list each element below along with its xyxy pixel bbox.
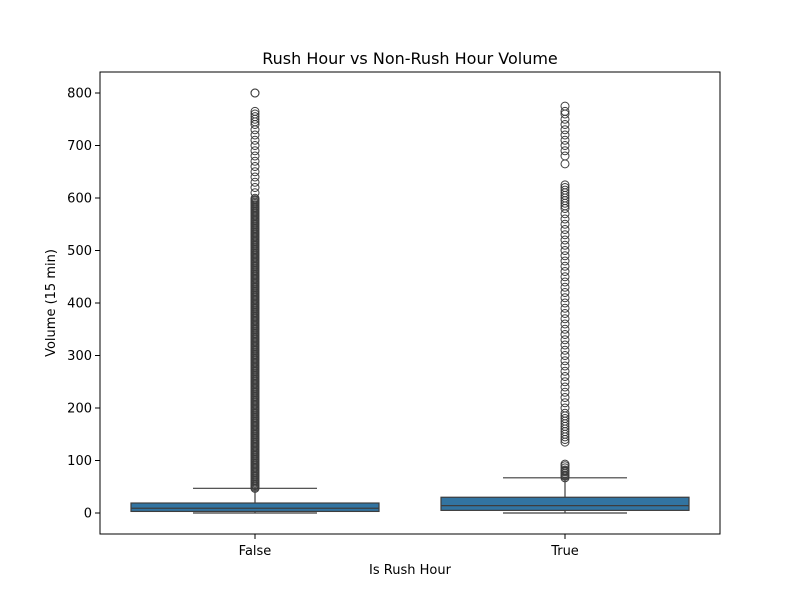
outlier-point — [560, 463, 570, 473]
outlier-point — [250, 162, 260, 171]
outlier-point — [560, 314, 570, 324]
x-tick-label: False — [239, 544, 272, 559]
y-tick-label: 700 — [67, 139, 92, 154]
outlier-point — [250, 88, 260, 98]
outlier-point — [560, 101, 570, 111]
outlier-point — [560, 130, 570, 140]
outlier-point — [560, 330, 570, 339]
x-tick-label: True — [550, 544, 579, 559]
outlier-point — [560, 277, 570, 287]
outlier-point — [560, 309, 570, 318]
outlier-point — [250, 130, 260, 140]
outlier-point — [560, 293, 570, 303]
box-group-true — [440, 101, 690, 514]
outlier-point — [560, 298, 570, 308]
outlier-point — [560, 151, 570, 161]
x-axis-title: Is Rush Hour — [369, 563, 452, 578]
outlier-point — [560, 185, 570, 195]
outlier-point — [560, 393, 570, 402]
y-tick-label: 0 — [84, 507, 92, 522]
outlier-point — [560, 340, 570, 350]
y-tick-label: 500 — [67, 244, 92, 259]
outlier-point — [250, 183, 260, 192]
x-axis: False True — [239, 534, 579, 559]
outlier-point — [560, 235, 570, 245]
outlier-point — [560, 414, 570, 423]
outlier-point — [250, 146, 260, 156]
outlier-point — [250, 112, 260, 122]
outlier-point — [250, 106, 260, 116]
outlier-point — [560, 219, 570, 229]
outlier-point — [250, 135, 260, 145]
outlier-point — [560, 230, 570, 240]
outlier-point — [560, 246, 570, 255]
outlier-point — [560, 459, 570, 469]
outlier-point — [560, 465, 570, 475]
outlier-point — [250, 167, 260, 177]
outlier-point — [560, 403, 570, 413]
outlier-point — [560, 324, 570, 334]
y-tick-label: 300 — [67, 349, 92, 364]
outlier-point — [560, 106, 570, 116]
outlier-point — [560, 398, 570, 408]
outlier-point — [250, 193, 260, 203]
y-tick-label: 400 — [67, 297, 92, 312]
outlier-point — [560, 183, 570, 192]
outlier-point — [250, 177, 260, 187]
outlier-point — [560, 356, 570, 366]
outlier-point — [250, 156, 260, 166]
outlier-point — [560, 256, 570, 266]
outlier-point — [560, 135, 570, 145]
outlier-point — [560, 372, 570, 381]
outlier-point — [560, 146, 570, 156]
outlier-point — [560, 361, 570, 371]
outlier-point — [560, 382, 570, 392]
outlier-point — [560, 267, 570, 276]
outlier-point — [560, 345, 570, 355]
outlier-point — [560, 282, 570, 292]
outlier-point — [250, 151, 260, 161]
box-group-false — [130, 88, 380, 514]
y-tick-label: 200 — [67, 402, 92, 417]
outlier-point — [560, 225, 570, 234]
outlier-point — [560, 261, 570, 271]
outlier-point — [560, 120, 570, 129]
y-axis: 0 100 200 300 400 500 600 700 800 — [67, 87, 100, 522]
plot-area — [130, 88, 690, 514]
outlier-point — [560, 319, 570, 329]
outlier-point — [560, 251, 570, 261]
outlier-point — [560, 125, 570, 135]
outlier-point — [250, 109, 260, 119]
y-axis-title: Volume (15 min) — [44, 249, 59, 357]
outlier-point — [560, 214, 570, 224]
outlier-point — [560, 366, 570, 376]
outlier-point — [560, 180, 570, 190]
outlier-point — [250, 141, 260, 150]
outlier-point — [560, 303, 570, 313]
iqr-box — [130, 502, 380, 513]
y-tick-label: 600 — [67, 192, 92, 207]
outlier-point — [560, 240, 570, 250]
outlier-point — [560, 335, 570, 345]
outlier-point — [560, 288, 570, 297]
y-tick-label: 800 — [67, 87, 92, 102]
outlier-point — [560, 408, 570, 418]
outlier-point — [560, 272, 570, 282]
outlier-point — [560, 141, 570, 150]
iqr-box — [440, 496, 690, 511]
outlier-point — [560, 377, 570, 387]
y-tick-label: 100 — [67, 454, 92, 469]
chart-title: Rush Hour vs Non-Rush Hour Volume — [262, 49, 558, 68]
outlier-point — [250, 172, 260, 182]
outlier-point — [560, 387, 570, 397]
outlier-point — [560, 351, 570, 360]
